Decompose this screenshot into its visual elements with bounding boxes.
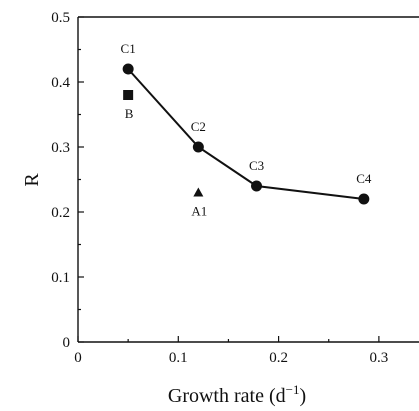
point-label-C1: C1 xyxy=(121,41,136,56)
markers xyxy=(122,63,370,205)
y-axis-title: R xyxy=(21,173,43,187)
data-point-C4 xyxy=(358,193,370,205)
data-point-A1 xyxy=(193,187,204,197)
point-label-A1: A1 xyxy=(191,204,207,219)
y-tick-label: 0.4 xyxy=(51,75,70,91)
point-label-C4: C4 xyxy=(356,171,372,186)
data-point-C2 xyxy=(192,141,204,153)
series-lines xyxy=(127,68,364,200)
y-tick-label: 0.5 xyxy=(51,10,70,26)
y-tick-label: 0.1 xyxy=(51,270,70,286)
point-label-B: B xyxy=(125,106,134,121)
x-tick-label: 0.2 xyxy=(269,350,288,366)
x-tick-label: 0.3 xyxy=(370,350,389,366)
x-tick-label: 0 xyxy=(74,350,82,366)
x-axis-title: Growth rate (d−1) xyxy=(168,382,306,407)
point-labels: C1 C2 C3 C4 B A1 xyxy=(121,41,372,219)
x-axis-title-close: ) xyxy=(299,385,306,407)
x-axis-title-superscript: −1 xyxy=(286,382,300,397)
point-label-C3: C3 xyxy=(249,158,264,173)
x-axis-title-main: Growth rate (d xyxy=(168,385,286,407)
data-point-B xyxy=(123,90,134,100)
point-label-C2: C2 xyxy=(191,119,206,134)
series-line xyxy=(127,68,364,200)
data-point-C3 xyxy=(251,180,263,192)
y-tick-label: 0.2 xyxy=(51,205,70,221)
x-tick-label: 0.1 xyxy=(169,350,188,366)
data-point-C1 xyxy=(122,63,134,75)
y-tick-label: 0 xyxy=(63,335,71,351)
ticks: 0 0.1 0.2 0.3 0.4 0.5 0 0.1 0.2 0.3 xyxy=(51,10,388,366)
y-tick-label: 0.3 xyxy=(51,140,70,156)
